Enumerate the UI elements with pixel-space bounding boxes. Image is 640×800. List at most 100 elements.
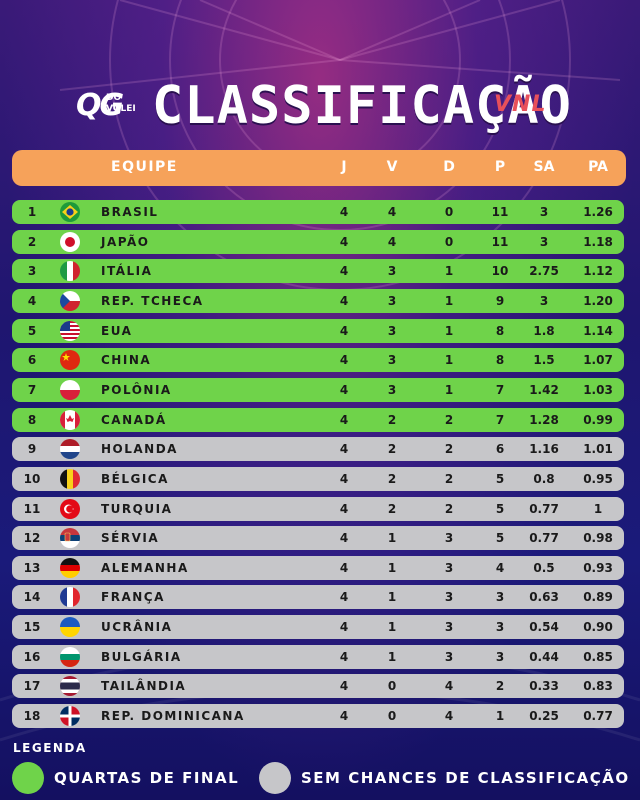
games-cell: 4: [339, 264, 349, 278]
losses-cell: 3: [444, 650, 454, 664]
ukraine-flag-icon: [60, 617, 80, 637]
canada-flag-icon: [60, 410, 80, 430]
rank-cell: 7: [27, 383, 37, 397]
losses-cell: 2: [444, 502, 454, 516]
team-name: TURQUIA: [101, 502, 173, 516]
team-name: FRANÇA: [101, 590, 165, 604]
netherlands-flag-icon: [60, 439, 80, 459]
games-cell: 4: [339, 205, 349, 219]
team-name: BRASIL: [101, 205, 159, 219]
turkey-flag-icon: [60, 499, 80, 519]
team-name: ITÁLIA: [101, 264, 153, 278]
points-cell: 11: [491, 235, 509, 249]
set-average-cell: 1.5: [533, 353, 555, 367]
points-cell: 3: [495, 620, 505, 634]
usa-flag-icon: [60, 321, 80, 341]
losses-cell: 2: [444, 472, 454, 486]
point-average-cell: 0.77: [583, 709, 613, 723]
wins-cell: 1: [387, 650, 397, 664]
games-cell: 4: [339, 442, 349, 456]
point-average-cell: 0.89: [583, 590, 613, 604]
china-flag-icon: [60, 350, 80, 370]
losses-cell: 3: [444, 561, 454, 575]
games-cell: 4: [339, 413, 349, 427]
games-cell: 4: [339, 620, 349, 634]
points-cell: 5: [495, 531, 505, 545]
table-row: 8 CANADÁ 4 2 2 7 1.28 0.99: [12, 408, 624, 432]
wins-cell: 1: [387, 590, 397, 604]
wins-cell: 2: [387, 413, 397, 427]
point-average-cell: 1.12: [583, 264, 613, 278]
table-row: 9 HOLANDA 4 2 2 6 1.16 1.01: [12, 437, 624, 461]
wins-cell: 1: [387, 531, 397, 545]
losses-cell: 3: [444, 590, 454, 604]
logo-mark: QG: [76, 88, 124, 123]
wins-cell: 3: [387, 324, 397, 338]
legend-qualified-dot: [12, 762, 44, 794]
losses-cell: 2: [444, 413, 454, 427]
dominican-republic-flag-icon: [60, 706, 80, 726]
set-average-cell: 0.54: [529, 620, 559, 634]
team-name: BÉLGICA: [101, 472, 169, 486]
wins-cell: 0: [387, 679, 397, 693]
losses-cell: 3: [444, 620, 454, 634]
games-cell: 4: [339, 294, 349, 308]
points-cell: 2: [495, 679, 505, 693]
losses-cell: 2: [444, 442, 454, 456]
point-average-cell: 1.20: [583, 294, 613, 308]
games-cell: 4: [339, 235, 349, 249]
point-average-cell: 1.01: [583, 442, 613, 456]
legend-eliminated-dot: [259, 762, 291, 794]
wins-cell: 3: [387, 264, 397, 278]
vnl-logo: VNL: [494, 92, 547, 117]
wins-cell: 4: [387, 205, 397, 219]
team-name: CANADÁ: [101, 413, 167, 427]
losses-cell: 4: [444, 679, 454, 693]
games-cell: 4: [339, 561, 349, 575]
wins-cell: 0: [387, 709, 397, 723]
wins-cell: 4: [387, 235, 397, 249]
header-j: J: [341, 159, 347, 175]
rank-cell: 1: [27, 205, 37, 219]
header-p: P: [494, 159, 506, 175]
rank-cell: 12: [23, 531, 41, 545]
losses-cell: 1: [444, 353, 454, 367]
table-row: 4 REP. TCHECA 4 3 1 9 3 1.20: [12, 289, 624, 313]
points-cell: 10: [491, 264, 509, 278]
set-average-cell: 2.75: [529, 264, 559, 278]
thailand-flag-icon: [60, 676, 80, 696]
point-average-cell: 0.83: [583, 679, 613, 693]
table-row: 13 ALEMANHA 4 1 3 4 0.5 0.93: [12, 556, 624, 580]
set-average-cell: 3: [539, 235, 549, 249]
points-cell: 11: [491, 205, 509, 219]
points-cell: 4: [495, 561, 505, 575]
wins-cell: 1: [387, 561, 397, 575]
team-name: BULGÁRIA: [101, 650, 182, 664]
rank-cell: 18: [23, 709, 41, 723]
points-cell: 5: [495, 502, 505, 516]
wins-cell: 2: [387, 442, 397, 456]
table-row: 11 TURQUIA 4 2 2 5 0.77 1: [12, 497, 624, 521]
header-sa: SA: [533, 159, 555, 175]
point-average-cell: 0.95: [583, 472, 613, 486]
points-cell: 8: [495, 324, 505, 338]
games-cell: 4: [339, 353, 349, 367]
set-average-cell: 1.8: [533, 324, 555, 338]
points-cell: 3: [495, 590, 505, 604]
logo-sub1: DO: [106, 93, 122, 103]
losses-cell: 1: [444, 324, 454, 338]
points-cell: 1: [495, 709, 505, 723]
set-average-cell: 0.63: [529, 590, 559, 604]
logo-subtext: DO VOLEI: [106, 93, 136, 115]
wins-cell: 3: [387, 294, 397, 308]
header-team: EQUIPE: [111, 159, 178, 175]
games-cell: 4: [339, 383, 349, 397]
set-average-cell: 0.77: [529, 531, 559, 545]
rank-cell: 13: [23, 561, 41, 575]
set-average-cell: 0.44: [529, 650, 559, 664]
rank-cell: 14: [23, 590, 41, 604]
games-cell: 4: [339, 679, 349, 693]
team-name: TAILÂNDIA: [101, 679, 187, 693]
japan-flag-icon: [60, 232, 80, 252]
table-row: 18 REP. DOMINICANA 4 0 4 1 0.25 0.77: [12, 704, 624, 728]
